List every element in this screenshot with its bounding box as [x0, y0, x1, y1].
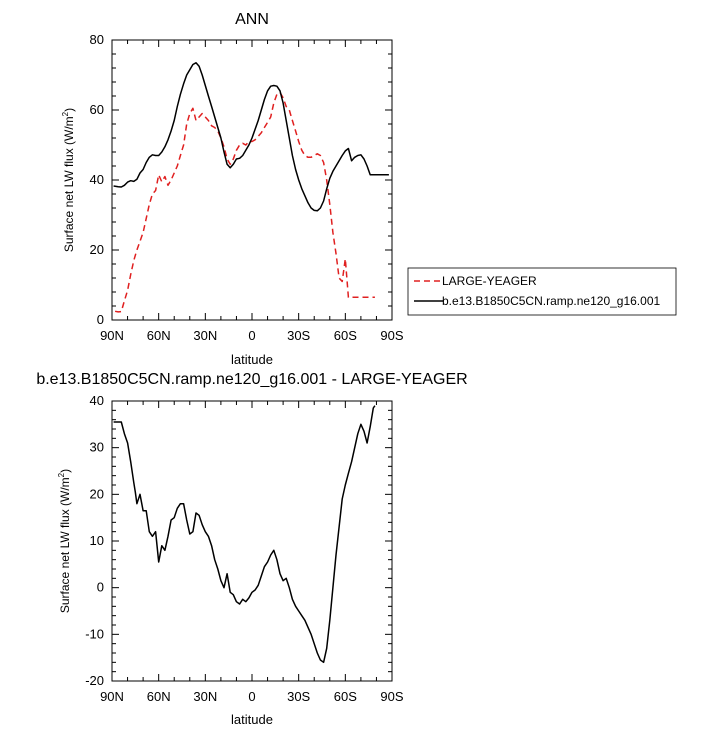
y-tick-label: 20 [90, 242, 104, 257]
y-tick-label: 60 [90, 102, 104, 117]
top-axis-ticks [111, 39, 393, 321]
x-tick-label: 30S [287, 328, 310, 343]
legend: LARGE-YEAGER b.e13.B1850C5CN.ramp.ne120_… [407, 267, 677, 316]
x-tick-label: 30N [193, 328, 217, 343]
x-tick-label: 60S [334, 328, 357, 343]
bottom-y-axis-label: Surface net LW flux (W/m2) [57, 469, 72, 613]
top-series-lines [113, 62, 389, 313]
top-x-tick-labels: 90N 60N 30N 0 30S 60S 90S [100, 328, 404, 343]
top-chart-title: ANN [235, 11, 269, 28]
bottom-axis-ticks [111, 400, 393, 682]
top-x-axis-label: latitude [231, 352, 273, 367]
top-y-axis-label: Surface net LW flux (W/m2) [61, 108, 76, 252]
y-tick-label: 0 [97, 580, 104, 595]
x-tick-label: 60N [147, 689, 171, 704]
y-tick-label: 40 [90, 172, 104, 187]
bottom-chart-title: b.e13.B1850C5CN.ramp.ne120_g16.001 - LAR… [36, 371, 467, 388]
series-line-large-yeager [114, 91, 375, 313]
top-plot-frame [111, 39, 393, 321]
bottom-y-tick-labels: -20 -10 0 10 20 30 40 [85, 393, 104, 688]
x-tick-label: 60S [334, 689, 357, 704]
bottom-series-lines [113, 405, 376, 664]
top-panel: ANN 0 20 40 60 80 90N 60N 30N 0 30S 60S 90S latitu… [61, 11, 404, 367]
y-tick-label: 0 [97, 312, 104, 327]
top-y-tick-labels: 0 20 40 60 80 [90, 32, 104, 327]
x-tick-label: 90N [100, 689, 124, 704]
x-tick-label: 60N [147, 328, 171, 343]
x-tick-label: 30N [193, 689, 217, 704]
legend-label-model: b.e13.B1850C5CN.ramp.ne120_g16.001 [442, 294, 660, 308]
x-tick-label: 0 [248, 328, 255, 343]
y-tick-label: 30 [90, 440, 104, 455]
series-line-b-e13-b1850c5cn-ramp-ne120-g16-001 [113, 62, 389, 212]
y-tick-label: 20 [90, 486, 104, 501]
y-tick-label: -10 [85, 626, 104, 641]
x-tick-label: 90S [380, 328, 403, 343]
bottom-x-tick-labels: 90N 60N 30N 0 30S 60S 90S [100, 689, 404, 704]
y-tick-label: -20 [85, 673, 104, 688]
series-line-difference [113, 405, 376, 664]
bottom-panel: b.e13.B1850C5CN.ramp.ne120_g16.001 - LAR… [36, 371, 467, 727]
x-tick-label: 0 [248, 689, 255, 704]
x-tick-label: 90S [380, 689, 403, 704]
y-tick-label: 80 [90, 32, 104, 47]
x-tick-label: 30S [287, 689, 310, 704]
y-tick-label: 40 [90, 393, 104, 408]
bottom-plot-frame [111, 400, 393, 682]
legend-label-large-yeager: LARGE-YEAGER [442, 274, 537, 288]
x-tick-label: 90N [100, 328, 124, 343]
bottom-x-axis-label: latitude [231, 712, 273, 727]
legend-box [407, 267, 677, 316]
y-tick-label: 10 [90, 533, 104, 548]
